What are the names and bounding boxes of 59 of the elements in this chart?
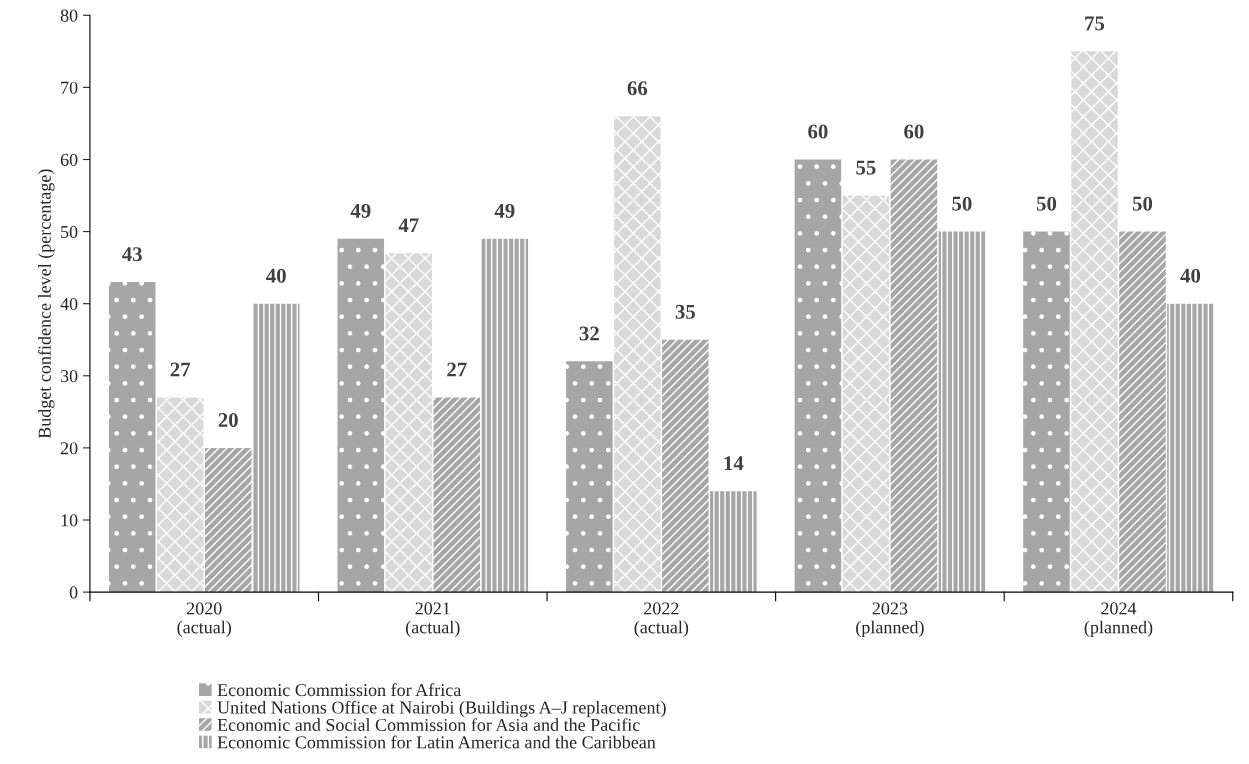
data-label: 27 [170,362,191,377]
y-tick-label: 20 [60,442,78,455]
y-tick-label: 70 [61,81,78,94]
data-label: 43 [122,247,142,262]
bar [108,282,156,593]
bar [385,253,433,593]
data-label: 40 [266,268,286,283]
data-label: 32 [579,326,599,341]
bar [890,159,938,593]
bar [156,397,204,593]
data-label: 50 [952,196,972,211]
data-label: 50 [1132,196,1153,211]
y-tick-label: 0 [69,586,78,599]
data-label: 60 [904,124,924,139]
data-label: 66 [627,81,648,96]
bar [938,231,986,593]
x-tick-label: 2023 (planned) [856,602,924,638]
x-tick-label: 2020 (actual) [177,602,231,638]
bar [566,361,613,593]
legend-label: United Nations Office at Nairobi (Buildings A–J replacement) [217,700,666,718]
bar [710,491,757,593]
y-axis-title: Budget confidence level (percentage) [37,169,55,439]
bar [1167,303,1214,593]
data-label: 75 [1085,16,1105,31]
y-tick-label: 40 [60,297,78,311]
bar [794,159,842,593]
bar [337,238,385,593]
bar [204,447,252,593]
legend-label: Economic Commission for Africa [217,683,462,697]
x-tick-label: 2024 (planned) [1084,602,1153,638]
legend-label: Economic and Social Commission for Asia and the Pacific [217,718,640,732]
bar [252,303,300,593]
data-label: 55 [856,160,876,175]
y-tick-label: 50 [61,225,78,239]
bar [1071,51,1118,593]
bar [1119,231,1166,593]
bar [842,195,890,593]
data-label: 60 [808,124,828,139]
bar [433,397,481,593]
x-tick-label: 2022 (actual) [634,602,689,638]
x-tick-label: 2021 (actual) [406,602,460,638]
data-label: 35 [675,304,695,319]
y-tick-label: 30 [60,370,78,383]
y-tick-label: 80 [60,9,78,22]
data-label: 49 [350,203,371,218]
bar [614,116,661,593]
y-tick-label: 10 [61,514,78,527]
bar [662,339,709,593]
data-label: 49 [494,203,515,218]
y-tick-label: 60 [60,153,78,166]
data-label: 27 [447,362,467,377]
data-label: 14 [724,456,744,471]
data-label: 20 [218,412,238,427]
data-label: 40 [1180,268,1201,283]
data-label: 50 [1036,196,1057,211]
data-label: 47 [398,218,419,233]
bar [481,238,529,593]
legend-label: Economic Commission for Latin America and the Caribbean [217,735,656,749]
bar [1023,231,1070,593]
